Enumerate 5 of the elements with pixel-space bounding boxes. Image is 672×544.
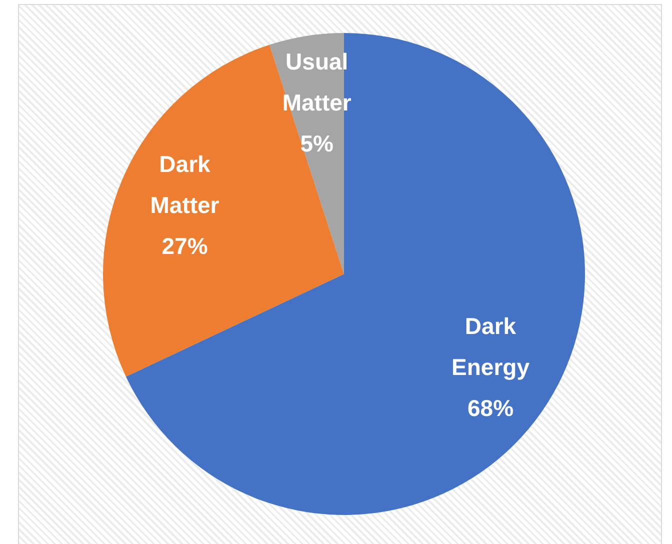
- data-label: 5%: [300, 130, 334, 157]
- data-label: 27%: [162, 233, 208, 260]
- slice-label: Dark Energy: [452, 312, 530, 380]
- data-label: 68%: [467, 394, 514, 421]
- slice-label: Dark Matter: [150, 151, 220, 218]
